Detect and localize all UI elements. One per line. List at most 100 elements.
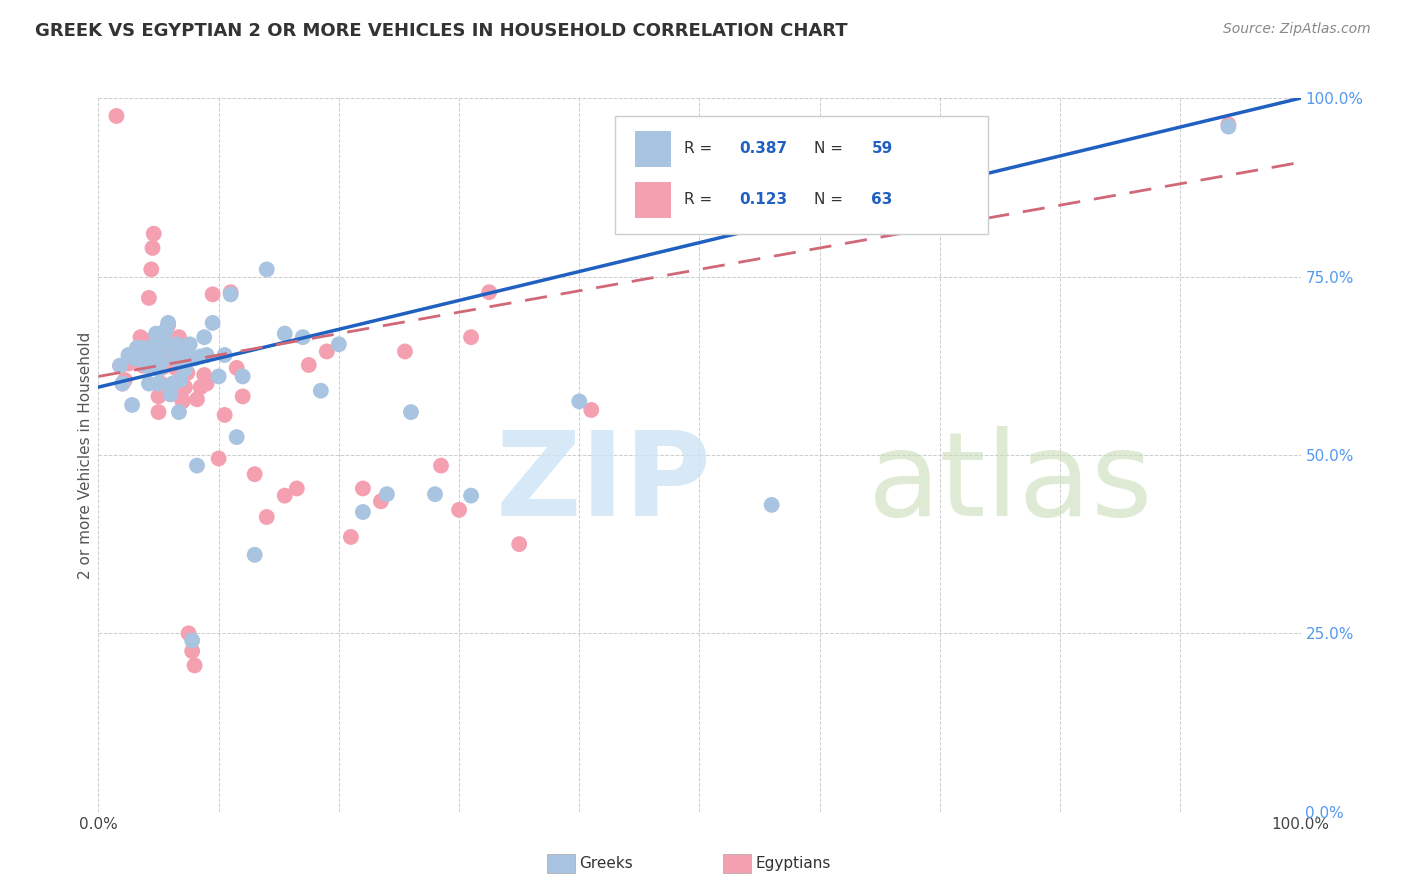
Point (149, 376, 172, 391)
Point (157, 316, 180, 330)
Text: 63: 63 (872, 193, 893, 207)
Point (124, 351, 146, 366)
Point (430, 458, 453, 473)
Point (114, 373, 136, 387)
Y-axis label: 2 or more Vehicles in Household: 2 or more Vehicles in Household (77, 331, 93, 579)
Point (162, 376, 184, 391)
Point (145, 348, 167, 362)
Point (478, 285, 501, 300)
Point (460, 489, 482, 503)
FancyBboxPatch shape (634, 182, 671, 218)
Point (508, 537, 530, 551)
Point (370, 494, 392, 508)
Point (166, 343, 188, 358)
Point (179, 337, 201, 351)
Point (352, 505, 374, 519)
Point (121, 348, 143, 362)
Point (298, 358, 321, 372)
Point (162, 376, 184, 391)
Point (375, 487, 398, 501)
Point (193, 368, 215, 382)
Point (274, 489, 297, 503)
Point (129, 330, 152, 344)
Point (256, 510, 278, 524)
Point (169, 373, 191, 387)
Point (148, 405, 170, 419)
Text: Egyptians: Egyptians (755, 856, 831, 871)
Point (174, 362, 197, 376)
Point (394, 344, 416, 359)
Point (108, 359, 131, 373)
Point (195, 376, 218, 391)
Point (155, 334, 177, 348)
Point (460, 330, 482, 344)
Point (135, 343, 157, 357)
Point (232, 389, 254, 403)
Point (167, 330, 190, 344)
FancyBboxPatch shape (634, 131, 671, 167)
Point (183, 351, 205, 366)
Point (243, 548, 266, 562)
Text: Source: ZipAtlas.com: Source: ZipAtlas.com (1223, 22, 1371, 37)
Point (148, 389, 170, 403)
Point (167, 405, 190, 419)
Point (149, 355, 172, 369)
Text: Greeks: Greeks (579, 856, 633, 871)
Point (121, 398, 143, 412)
Point (141, 262, 163, 277)
Point (181, 633, 204, 648)
Point (328, 337, 350, 351)
Point (219, 287, 242, 301)
Point (208, 451, 231, 466)
Text: 0.123: 0.123 (740, 193, 787, 207)
Point (165, 360, 187, 375)
Point (153, 334, 176, 348)
Point (166, 337, 188, 351)
Point (163, 351, 186, 366)
Point (170, 391, 193, 405)
Point (447, 503, 470, 517)
Point (141, 341, 163, 355)
Point (143, 337, 166, 351)
Point (141, 241, 163, 255)
Point (186, 392, 208, 407)
Point (117, 357, 139, 371)
Point (132, 359, 155, 373)
Point (124, 351, 146, 366)
Point (139, 351, 162, 366)
Point (135, 334, 157, 348)
Point (135, 348, 157, 362)
Point (214, 408, 236, 422)
Point (138, 291, 160, 305)
Point (225, 360, 247, 375)
Point (125, 341, 148, 355)
Point (1218, 120, 1240, 134)
Point (142, 227, 165, 241)
Point (117, 348, 139, 362)
Point (256, 262, 278, 277)
Point (105, 109, 128, 123)
Point (243, 467, 266, 482)
Point (423, 487, 446, 501)
Point (129, 351, 152, 366)
Text: N =: N = (814, 141, 848, 156)
Point (111, 376, 134, 391)
Point (285, 482, 308, 496)
Point (214, 348, 236, 362)
Point (172, 394, 194, 409)
Point (138, 376, 160, 391)
Point (145, 326, 167, 341)
Text: GREEK VS EGYPTIAN 2 OR MORE VEHICLES IN HOUSEHOLD CORRELATION CHART: GREEK VS EGYPTIAN 2 OR MORE VEHICLES IN … (35, 22, 848, 40)
Point (352, 482, 374, 496)
FancyBboxPatch shape (616, 116, 988, 234)
Point (568, 394, 591, 409)
Point (111, 376, 134, 391)
Point (153, 348, 176, 362)
Point (176, 350, 198, 364)
Point (176, 366, 198, 380)
Point (291, 330, 314, 344)
Point (581, 403, 603, 417)
Point (193, 330, 215, 344)
Point (132, 341, 155, 355)
Point (340, 530, 363, 544)
